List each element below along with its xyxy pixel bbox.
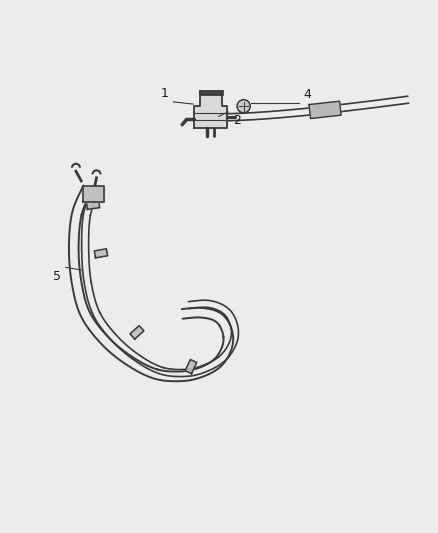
Text: 4: 4 xyxy=(303,88,311,101)
Polygon shape xyxy=(94,249,107,258)
Circle shape xyxy=(237,100,250,113)
Polygon shape xyxy=(82,186,103,202)
Polygon shape xyxy=(185,360,196,374)
Polygon shape xyxy=(86,201,99,209)
Text: 5: 5 xyxy=(53,270,61,282)
Polygon shape xyxy=(194,94,227,128)
Polygon shape xyxy=(130,326,144,339)
Text: 1: 1 xyxy=(160,86,168,100)
Text: 2: 2 xyxy=(233,114,240,127)
Polygon shape xyxy=(308,101,340,118)
